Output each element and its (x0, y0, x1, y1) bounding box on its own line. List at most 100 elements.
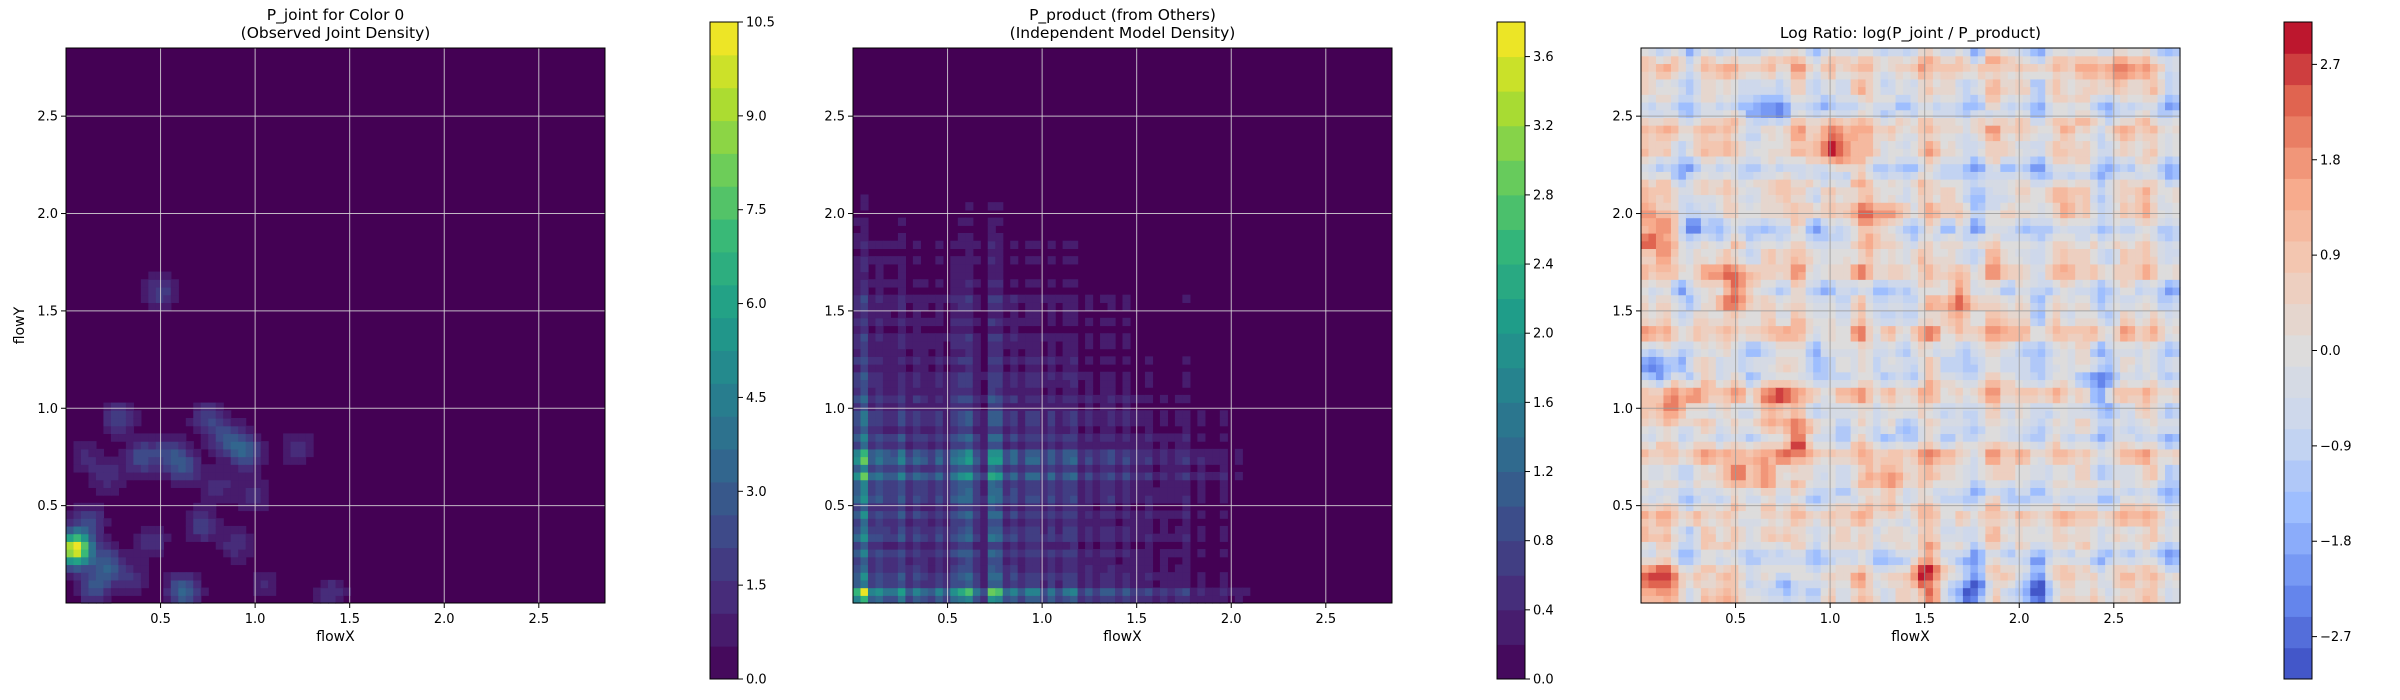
heatmap-cell (1062, 533, 1071, 542)
heatmap-cell (1783, 248, 1792, 257)
heatmap-cell (1903, 317, 1912, 327)
heatmap-cell (1850, 186, 1859, 196)
heatmap-cell (1678, 464, 1687, 473)
heatmap-cell (860, 325, 869, 334)
heatmap-cell (1055, 471, 1064, 481)
heatmap-cell (1753, 325, 1762, 334)
heatmap-cell (1910, 510, 1919, 519)
heatmap-cell (1813, 55, 1822, 65)
heatmap-cell (1805, 356, 1814, 365)
heatmap-cell (995, 471, 1004, 481)
heatmap-cell (125, 549, 134, 558)
heatmap-cell (215, 495, 224, 504)
heatmap-cell (1783, 117, 1792, 126)
heatmap-cell (1820, 294, 1829, 303)
heatmap-cell (1873, 171, 1882, 180)
heatmap-cell (942, 402, 951, 411)
heatmap-cell (1107, 317, 1116, 327)
heatmap-cell (1843, 425, 1852, 435)
heatmap-cell (335, 579, 344, 589)
heatmap-cell (853, 402, 862, 411)
heatmap-cell (1903, 487, 1912, 496)
heatmap-cell (193, 572, 202, 581)
heatmap-cell (1790, 487, 1799, 496)
heatmap-cell (1678, 525, 1687, 535)
heatmap-cell (1062, 541, 1071, 550)
heatmap-cell (1790, 163, 1799, 172)
heatmap-cell (1895, 248, 1904, 257)
heatmap-cell (1880, 387, 1889, 396)
heatmap-cell (1850, 579, 1859, 589)
heatmap-cell (1700, 441, 1709, 450)
heatmap-cell (1820, 518, 1829, 527)
heatmap-cell (1873, 217, 1882, 226)
heatmap-cell (170, 279, 179, 288)
heatmap-cell (890, 333, 899, 342)
heatmap-cell (1903, 302, 1912, 311)
heatmap-cell (328, 579, 337, 589)
heatmap-cell (1880, 86, 1889, 95)
colorbar-frame (1496, 21, 1526, 680)
heatmap-cell (1708, 464, 1717, 473)
heatmap-cell (905, 418, 914, 427)
heatmap-cell (1129, 394, 1139, 404)
heatmap-cell (920, 448, 929, 458)
heatmap-cell (1910, 402, 1919, 411)
heatmap-cell (890, 433, 899, 442)
heatmap-cell (1723, 533, 1732, 542)
heatmap-cell (170, 433, 179, 442)
heatmap-cell (890, 379, 899, 388)
heatmap-cell (208, 495, 217, 504)
heatmap-cell (1880, 371, 1889, 381)
heatmap-cell (965, 587, 974, 596)
heatmap-cell (912, 533, 921, 542)
heatmap-cell (1738, 364, 1747, 373)
heatmap-cell (1865, 310, 1874, 319)
heatmap-cell (148, 433, 157, 442)
heatmap-cell (1820, 418, 1829, 427)
heatmap-cell (987, 240, 996, 250)
heatmap-cell (1790, 48, 1799, 57)
heatmap-cell (1092, 518, 1101, 527)
heatmap-cell (1850, 479, 1859, 488)
heatmap-cell (942, 579, 951, 589)
heatmap-cell (1655, 579, 1665, 589)
heatmap-cell (1685, 217, 1695, 226)
heatmap-cell (1047, 402, 1056, 411)
heatmap-cell (1865, 55, 1874, 65)
heatmap-cell (1828, 217, 1837, 226)
heatmap-cell (268, 587, 277, 596)
heatmap-cell (1641, 101, 1650, 111)
heatmap-cell (1655, 418, 1665, 427)
heatmap-cell (253, 433, 262, 442)
heatmap-cell (1715, 340, 1724, 350)
heatmap-cell (995, 549, 1004, 558)
heatmap-cell (995, 502, 1004, 512)
heatmap-cell (1040, 433, 1049, 442)
heatmap-cell (980, 418, 989, 427)
heatmap-cell (208, 479, 217, 488)
heatmap-cell (1888, 217, 1897, 226)
heatmap-cell (1174, 456, 1183, 465)
heatmap-cell (1663, 271, 1672, 280)
heatmap-cell (178, 433, 187, 442)
heatmap-cell (1062, 387, 1071, 396)
heatmap-cell (950, 541, 959, 550)
heatmap-cell (1693, 155, 1702, 165)
heatmap-cell (927, 564, 936, 573)
heatmap-cell (1723, 418, 1732, 427)
heatmap-cell (1835, 541, 1844, 550)
heatmap-cell (1865, 171, 1874, 180)
heatmap-cell (133, 433, 142, 442)
heatmap-cell (1670, 279, 1680, 288)
heatmap-cell (1858, 340, 1867, 350)
heatmap-cell (1708, 179, 1717, 188)
heatmap-cell (133, 456, 142, 465)
heatmap-cell (1903, 333, 1912, 342)
heatmap-cell (1100, 572, 1109, 581)
heatmap-cell (1783, 209, 1792, 219)
heatmap-cell (867, 448, 877, 458)
heatmap-cell (1025, 433, 1034, 442)
heatmap-cell (1723, 78, 1732, 88)
heatmap-cell (1670, 487, 1680, 496)
